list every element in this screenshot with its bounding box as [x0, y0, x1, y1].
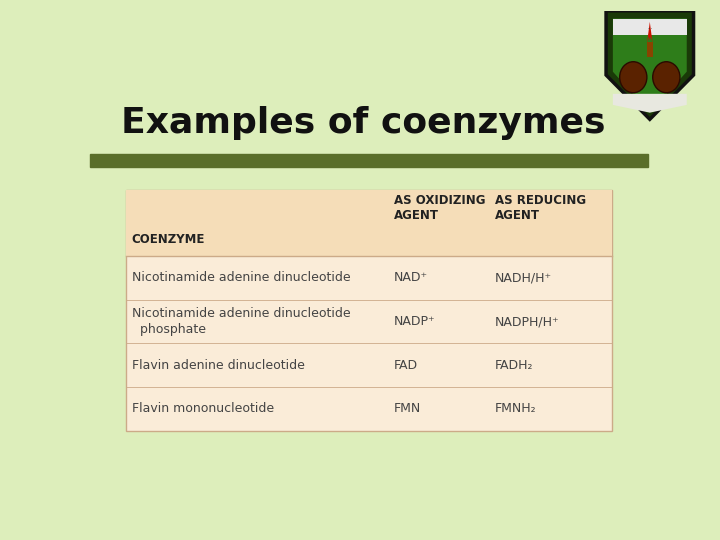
Text: NAD⁺: NAD⁺ — [394, 272, 428, 285]
Text: Nicotinamide adenine dinucleotide
  phosphate: Nicotinamide adenine dinucleotide phosph… — [132, 307, 351, 336]
Circle shape — [653, 62, 680, 93]
Bar — [647, 42, 653, 57]
Text: Nicotinamide adenine dinucleotide: Nicotinamide adenine dinucleotide — [132, 272, 351, 285]
Polygon shape — [613, 18, 687, 35]
Polygon shape — [613, 94, 687, 113]
Text: Flavin mononucleotide: Flavin mononucleotide — [132, 402, 274, 415]
Text: Examples of coenzymes: Examples of coenzymes — [121, 106, 606, 140]
Text: Flavin adenine dinucleotide: Flavin adenine dinucleotide — [132, 359, 305, 372]
Text: AS OXIDIZING
AGENT: AS OXIDIZING AGENT — [394, 194, 485, 222]
Text: NADPH/H⁺: NADPH/H⁺ — [495, 315, 559, 328]
Text: NADP⁺: NADP⁺ — [394, 315, 436, 328]
Bar — [90, 154, 648, 167]
Text: COENZYME: COENZYME — [132, 233, 205, 246]
Text: NADH/H⁺: NADH/H⁺ — [495, 272, 552, 285]
Polygon shape — [647, 22, 653, 44]
Text: FADH₂: FADH₂ — [495, 359, 533, 372]
Text: FMN: FMN — [394, 402, 421, 415]
Text: AS REDUCING
AGENT: AS REDUCING AGENT — [495, 194, 585, 222]
Bar — [126, 190, 612, 431]
Circle shape — [620, 62, 647, 93]
Text: FAD: FAD — [394, 359, 418, 372]
Text: ...: ... — [647, 25, 652, 30]
Polygon shape — [606, 11, 693, 119]
Polygon shape — [613, 18, 687, 113]
Bar — [126, 190, 612, 256]
Text: FMNH₂: FMNH₂ — [495, 402, 536, 415]
